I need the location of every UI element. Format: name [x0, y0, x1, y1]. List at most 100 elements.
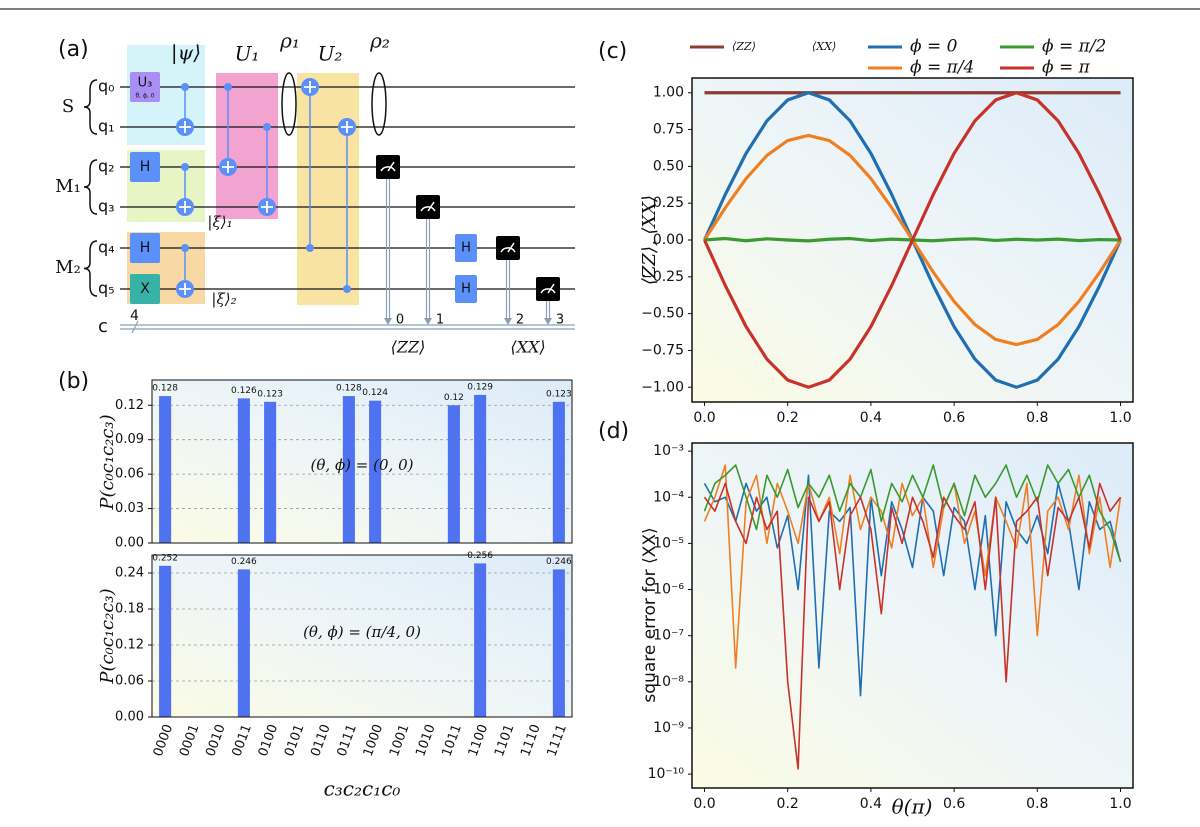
series-line: [703, 464, 1122, 669]
x-tick-label: 0101: [282, 722, 307, 758]
value-label: 0.252: [152, 553, 178, 563]
bar: [237, 398, 250, 543]
y-tick-label: −1.00: [641, 379, 684, 395]
x-tick-label: 1100: [466, 722, 491, 758]
y-tick-label: 0.75: [653, 122, 684, 138]
y-tick-label: 1.00: [653, 85, 684, 101]
measure-dial: [500, 242, 516, 253]
cnot-control: [263, 123, 271, 131]
register-label: M₁: [55, 176, 81, 197]
y-axis-label: square error for ⟨XX⟩: [640, 527, 660, 702]
value-label: 0.12: [444, 393, 464, 403]
y-tick-label: 0.12: [115, 638, 144, 653]
y-axis-label: P(c₀c₁c₂c₃): [97, 414, 118, 510]
y-tick-label: −0.25: [641, 269, 684, 285]
x-tick-label: 0100: [256, 722, 281, 758]
qubit-label: q₂: [98, 157, 115, 176]
y-tick-label: 10⁻⁹: [653, 720, 684, 736]
x-tick-label: 0110: [308, 722, 333, 758]
y-tick-label: 0.03: [115, 501, 144, 516]
qubit-label: q₃: [98, 197, 115, 216]
y-tick-label: 10⁻⁸: [653, 674, 684, 690]
classical-slash: [131, 320, 139, 334]
bit-index: 3: [556, 313, 564, 328]
cnot-plus: [179, 121, 191, 133]
measure-arrow: [384, 318, 392, 325]
y-tick-label: 10⁻³: [653, 443, 684, 459]
value-label: 0.128: [336, 384, 362, 394]
trace-ellipse: [281, 72, 297, 136]
measure-dial: [540, 283, 556, 294]
cnot-plus: [222, 161, 234, 173]
bar: [552, 401, 565, 543]
y-tick-label: 0.00: [115, 710, 144, 725]
density-label: ρ₁: [279, 29, 300, 53]
y-axis-label: P(c₀c₁c₂c₃): [97, 588, 118, 684]
x-tick-label: 1110: [518, 722, 543, 758]
x-tick-label: 0.2: [777, 796, 799, 812]
plot-area: [152, 555, 572, 717]
x-tick-label: 0001: [177, 722, 202, 758]
qubit-label: q₅: [98, 279, 115, 298]
plot-area: [152, 380, 572, 543]
plot-area: [692, 443, 1133, 788]
measure-arrow: [504, 318, 512, 325]
gate: [130, 72, 160, 102]
plot-frame: [151, 379, 573, 544]
cnot-plus: [261, 201, 273, 213]
value-label: 0.246: [546, 557, 572, 567]
bar: [447, 405, 460, 543]
legend-label: ϕ = 0: [910, 37, 958, 57]
bar: [264, 401, 277, 543]
x-tick-label: 0.0: [693, 796, 715, 812]
y-tick-label: 0.00: [653, 232, 684, 248]
gate-block: [216, 73, 278, 219]
plot-frame: [691, 77, 1134, 403]
x-tick-label: 0011: [230, 722, 255, 758]
bar: [552, 569, 565, 717]
register-brace: [83, 240, 98, 297]
cnot-plus: [341, 121, 353, 133]
series-line: [703, 474, 1122, 697]
y-tick-label: 0.25: [653, 195, 684, 211]
legend-label: ϕ = π/2: [1042, 37, 1106, 57]
y-tick-label: 10⁻⁵: [653, 535, 684, 551]
x-tick-label: 0.0: [693, 410, 715, 426]
qubit-label: q₄: [98, 238, 115, 257]
qubit-label: q₁: [98, 117, 115, 136]
value-label: 0.129: [467, 382, 493, 392]
block-label: U₁: [235, 42, 260, 66]
gate-block: [297, 73, 359, 305]
x-tick-label: 0.4: [860, 410, 882, 426]
y-tick-label: 0.18: [115, 602, 144, 617]
legend-label: ϕ = π/4: [910, 58, 974, 78]
bar: [159, 396, 172, 543]
bit-index: 0: [396, 313, 404, 328]
x-tick-label: 0.6: [943, 796, 965, 812]
bar: [474, 563, 487, 717]
register-label: S: [62, 96, 74, 117]
panel-label: (d): [598, 419, 629, 444]
gate-label: H: [140, 159, 151, 175]
y-tick-label: 0.09: [115, 432, 144, 447]
register-label: M₂: [55, 257, 81, 278]
y-tick-label: 10⁻⁴: [653, 489, 684, 505]
series-line: [703, 91, 1122, 389]
panel-label: (b): [58, 369, 89, 394]
x-tick-label: 1001: [387, 722, 412, 758]
state-label: |ξ⟩₂: [211, 290, 236, 308]
value-label: 0.124: [362, 388, 388, 398]
panel-label: (a): [58, 37, 89, 62]
observable-label: ⟨XX⟩: [510, 338, 545, 357]
x-tick-label: 1101: [492, 722, 517, 758]
x-tick-label: 0.8: [1026, 410, 1048, 426]
x-tick-label: 1111: [545, 722, 570, 758]
cnot-control: [181, 244, 189, 252]
gate: [130, 233, 160, 263]
observable-label: ⟨ZZ⟩: [391, 338, 426, 357]
x-tick-label: 1011: [440, 722, 465, 758]
y-tick-label: 0.00: [115, 536, 144, 551]
cnot-plus: [304, 81, 316, 93]
bar: [369, 400, 382, 543]
classical-width: 4: [130, 308, 139, 324]
